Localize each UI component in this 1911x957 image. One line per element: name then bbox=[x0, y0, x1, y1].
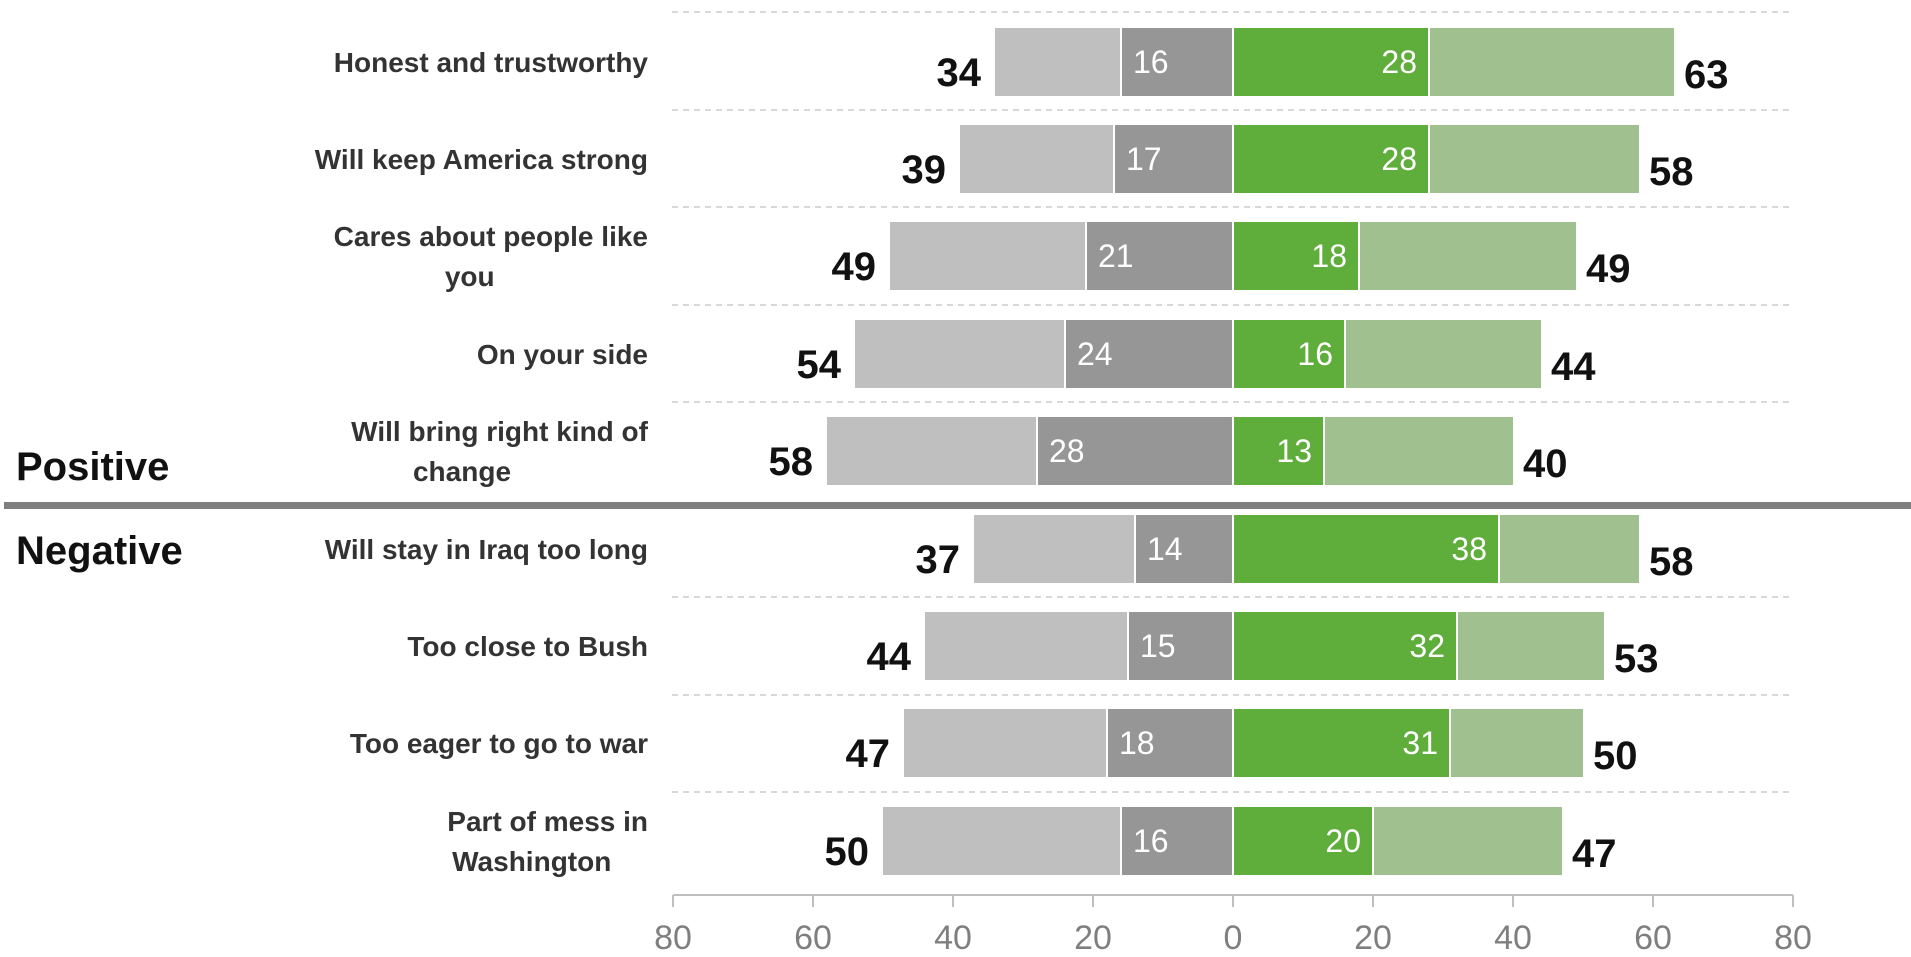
category-label: Will stay in Iraq too long bbox=[325, 534, 648, 565]
bar-right-total bbox=[1373, 807, 1562, 875]
x-tick-label: 60 bbox=[1634, 919, 1672, 957]
data-label-right-strong: 28 bbox=[1381, 141, 1417, 177]
data-label-right-strong: 32 bbox=[1409, 628, 1445, 664]
data-label-right-strong: 31 bbox=[1402, 725, 1438, 761]
group-label-positive: Positive bbox=[16, 445, 169, 489]
bar-right-strong bbox=[1233, 28, 1429, 96]
bar-right-total bbox=[1345, 320, 1541, 388]
data-label-left-strong: 21 bbox=[1098, 238, 1134, 274]
bar-right-total bbox=[1429, 28, 1674, 96]
bar-left-strong bbox=[1121, 807, 1233, 875]
data-label-left-strong: 14 bbox=[1147, 531, 1183, 567]
data-label-left-total: 49 bbox=[832, 245, 877, 289]
data-label-right-total: 47 bbox=[1572, 832, 1617, 876]
category-label: Too close to Bush bbox=[407, 631, 648, 662]
data-label-right-total: 58 bbox=[1649, 540, 1694, 584]
category-label-line: change bbox=[413, 456, 511, 487]
bar-left-strong bbox=[1065, 320, 1233, 388]
bar-left-strong bbox=[1128, 612, 1233, 680]
data-label-left-total: 50 bbox=[825, 830, 870, 874]
group-label-negative: Negative bbox=[16, 529, 183, 573]
data-label-left-total: 44 bbox=[867, 635, 912, 679]
grid-lines bbox=[4, 11, 1911, 793]
x-tick-label: 20 bbox=[1074, 919, 1112, 957]
data-label-left-strong: 18 bbox=[1119, 725, 1155, 761]
data-label-left-strong: 17 bbox=[1126, 141, 1162, 177]
data-label-left-strong: 15 bbox=[1140, 628, 1176, 664]
bar-left-strong bbox=[1086, 222, 1233, 290]
bar-right-strong bbox=[1233, 807, 1373, 875]
data-label-left-total: 47 bbox=[846, 732, 891, 776]
data-label-left-total: 37 bbox=[916, 538, 961, 582]
data-label-left-strong: 16 bbox=[1133, 44, 1169, 80]
data-label-right-total: 53 bbox=[1614, 637, 1659, 681]
data-label-right-total: 58 bbox=[1649, 150, 1694, 194]
bar-right-strong bbox=[1233, 320, 1345, 388]
bars bbox=[827, 28, 1674, 875]
category-label: Will keep America strong bbox=[315, 144, 648, 175]
bar-right-total bbox=[1457, 612, 1604, 680]
data-label-right-total: 50 bbox=[1593, 734, 1638, 778]
data-label-left-strong: 16 bbox=[1133, 823, 1169, 859]
category-label: Cares about people like bbox=[334, 221, 648, 252]
bar-right-total bbox=[1450, 709, 1583, 777]
data-label-left-total: 39 bbox=[902, 148, 947, 192]
x-tick-label: 60 bbox=[794, 919, 832, 957]
data-label-right-total: 63 bbox=[1684, 53, 1729, 97]
data-label-left-total: 58 bbox=[769, 440, 814, 484]
data-label-left-total: 54 bbox=[797, 343, 842, 387]
data-label-right-strong: 38 bbox=[1451, 531, 1487, 567]
bar-right-total bbox=[1429, 125, 1639, 193]
category-label-line: Washington bbox=[452, 846, 611, 877]
bar-right-strong bbox=[1233, 612, 1457, 680]
bar-left-strong bbox=[1114, 125, 1233, 193]
data-label-left-strong: 24 bbox=[1077, 336, 1113, 372]
data-label-right-strong: 16 bbox=[1297, 336, 1333, 372]
category-label-line: Part of mess in bbox=[447, 806, 648, 837]
x-axis: 80 60 40 20 0 20 40 60 80 bbox=[654, 894, 1812, 957]
category-label-line: Cares about people like bbox=[334, 221, 648, 252]
bar-left-strong bbox=[1121, 28, 1233, 96]
category-label: Will bring right kind of bbox=[351, 416, 648, 447]
x-tick-label: 20 bbox=[1354, 919, 1392, 957]
x-tick-label: 40 bbox=[934, 919, 972, 957]
data-label-left-strong: 28 bbox=[1049, 433, 1085, 469]
group-divider bbox=[4, 502, 1911, 509]
data-label-right-total: 44 bbox=[1551, 345, 1596, 389]
data-label-right-strong: 20 bbox=[1325, 823, 1361, 859]
x-tick-label: 0 bbox=[1224, 919, 1243, 957]
x-tick-label: 40 bbox=[1494, 919, 1532, 957]
bar-left-strong bbox=[1135, 515, 1233, 583]
bar-right-strong bbox=[1233, 222, 1359, 290]
category-label: Honest and trustworthy bbox=[334, 47, 649, 78]
labels: Positive Negative 16 28 34 63 Honest and trust… bbox=[16, 44, 1729, 877]
x-tick-label: 80 bbox=[654, 919, 692, 957]
bar-left-strong bbox=[1037, 417, 1233, 485]
bar-right-strong bbox=[1233, 709, 1450, 777]
category-label-line: Will bring right kind of bbox=[351, 416, 648, 447]
bar-left-strong bbox=[1107, 709, 1233, 777]
data-label-left-total: 34 bbox=[937, 51, 982, 95]
bar-right-total bbox=[1324, 417, 1513, 485]
bar-right-strong bbox=[1233, 125, 1429, 193]
bar-right-total bbox=[1499, 515, 1639, 583]
bar-right-strong bbox=[1233, 515, 1499, 583]
category-label: Too eager to go to war bbox=[350, 728, 648, 759]
x-tick-label: 80 bbox=[1774, 919, 1812, 957]
category-label: On your side bbox=[477, 339, 648, 370]
bar-right-total bbox=[1359, 222, 1576, 290]
data-label-right-total: 49 bbox=[1586, 247, 1631, 291]
category-label-line: you bbox=[445, 261, 495, 292]
data-label-right-strong: 28 bbox=[1381, 44, 1417, 80]
category-label: Part of mess in bbox=[447, 806, 648, 837]
bar-right-strong bbox=[1233, 417, 1324, 485]
data-label-right-strong: 18 bbox=[1311, 238, 1347, 274]
data-label-right-total: 40 bbox=[1523, 442, 1568, 486]
data-label-right-strong: 13 bbox=[1276, 433, 1312, 469]
